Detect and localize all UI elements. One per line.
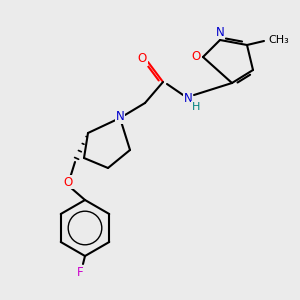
Text: N: N	[184, 92, 192, 104]
Text: CH₃: CH₃	[268, 35, 289, 45]
Text: O: O	[191, 50, 201, 64]
Text: H: H	[192, 102, 200, 112]
Text: N: N	[216, 26, 224, 38]
Text: O: O	[137, 52, 147, 65]
Text: N: N	[116, 110, 124, 124]
Text: F: F	[77, 266, 83, 280]
Text: O: O	[63, 176, 73, 188]
